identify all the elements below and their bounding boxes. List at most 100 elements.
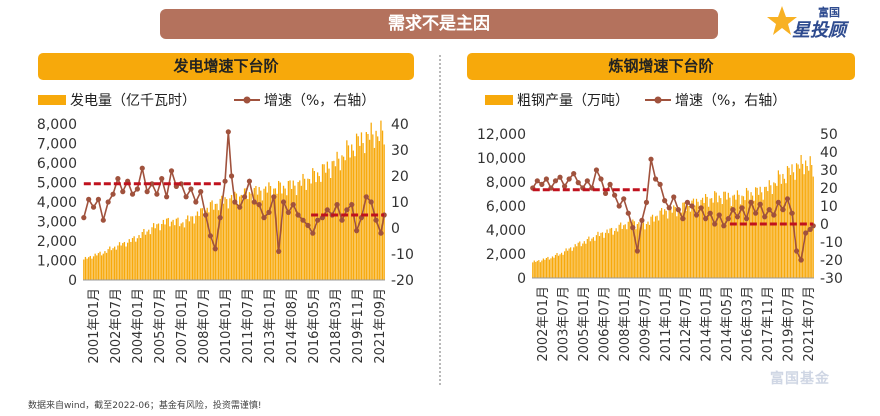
chart1-bar [83, 259, 85, 280]
chart1-bar [183, 227, 186, 280]
chart1-growth-point [373, 217, 379, 223]
chart1-bar [198, 215, 200, 280]
chart2-bar [614, 230, 616, 278]
chart1-legend-bar-swatch [38, 95, 66, 105]
chart1-ytick-right: 10 [391, 195, 409, 211]
chart1-bar [368, 139, 371, 280]
chart1-bar [161, 223, 163, 280]
chart2-xtick: 2016年03月 [741, 286, 756, 362]
chart2-growth-point [807, 226, 813, 232]
chart1-bar [88, 257, 90, 280]
chart2-growth-point [793, 248, 800, 254]
chart1-bar [344, 160, 346, 280]
chart2-growth-markers [530, 156, 816, 263]
chart-steel: 粗钢产量（万吨） 增速（%，右轴） 0 2,000 4,000 6,000 8,000 10,… [477, 93, 843, 362]
chart1-bar [109, 246, 111, 280]
chart2-growth-point [666, 205, 672, 211]
chart1-bar [364, 153, 366, 280]
chart2-bar [607, 233, 610, 278]
chart1-bar [292, 180, 294, 280]
chart1-growth-point [339, 217, 345, 223]
chart2-growth-point [557, 174, 563, 180]
chart2-growth-point [561, 183, 568, 189]
chart1-bar [268, 182, 270, 280]
chart2-bar [742, 196, 745, 278]
chart1-bar [347, 145, 350, 280]
chart1-bar [239, 196, 241, 280]
chart1-bar [191, 216, 194, 280]
chart1-bar [162, 219, 165, 280]
chart1-ytick-left: 8,000 [37, 117, 77, 133]
chart1-growth-point [105, 199, 111, 205]
chart2-bar [657, 220, 660, 278]
chart1-bar [107, 249, 109, 280]
chart1-bar [260, 190, 262, 280]
chart1-bar [235, 193, 238, 280]
chart1-bar [146, 231, 148, 280]
chart2-bar [685, 211, 687, 278]
brand-logo: 富国 星投顾 [767, 5, 850, 41]
chart2-growth-point [775, 199, 781, 205]
chart2-bar [741, 195, 743, 278]
chart2-bar [788, 167, 790, 278]
chart2-bar [595, 235, 598, 278]
chart1-growth-point [290, 202, 296, 208]
chart1-bar [217, 210, 220, 280]
chart1-bar [303, 178, 306, 280]
chart2-bar [683, 202, 685, 278]
chart1-growth-point [256, 202, 262, 208]
chart2-bar [800, 154, 802, 278]
chart1-growth-point [295, 212, 301, 218]
chart2-growth-point [625, 210, 631, 216]
chart1-bar [144, 234, 147, 280]
chart2-bar [648, 224, 651, 278]
chart2-bar [541, 260, 543, 278]
chart1-bar [266, 192, 268, 280]
chart1-bar [193, 223, 195, 280]
chart2-bar [560, 252, 563, 278]
chart1-bar [316, 172, 319, 280]
chart2-bar [785, 183, 787, 278]
chart1-ytick-left: 1,000 [37, 254, 77, 270]
chart2-bar [805, 160, 807, 278]
chart1-bar [187, 215, 189, 280]
chart1-bar [188, 221, 190, 280]
chart2-bar [557, 255, 560, 278]
chart2-bar [532, 262, 534, 278]
chart2-bar [779, 174, 781, 278]
chart1-bar [130, 241, 132, 280]
chart2-bar [780, 183, 783, 278]
chart1-growth-point [90, 204, 97, 210]
chart2-growth-point [571, 171, 577, 177]
chart1-bar [269, 186, 272, 280]
chart1-bar [265, 186, 267, 280]
chart1-ytick-right: -20 [391, 273, 414, 289]
chart2-bar [647, 221, 649, 278]
chart1-bar [112, 248, 114, 280]
chart2-growth-point [766, 207, 772, 213]
chart2-bar [644, 229, 646, 278]
chart2-bar [720, 198, 722, 278]
chart2-bars [532, 154, 814, 278]
chart2-ytick-left: 0 [517, 271, 526, 287]
chart1-xtick: 2013年01月 [263, 288, 278, 364]
chart2-bar [682, 202, 684, 278]
chart1-bar [102, 253, 104, 280]
chart2-bar [661, 208, 663, 278]
chart2-growth-point [739, 205, 745, 211]
chart2-bar [764, 186, 766, 278]
chart2-growth-point [607, 181, 613, 187]
chart2-bar [745, 187, 748, 278]
chart1-growth-point [300, 217, 306, 223]
chart1-bar [201, 208, 203, 280]
chart2-bar [732, 195, 734, 278]
chart1-bar [110, 250, 113, 280]
chart2-bar [538, 260, 540, 278]
chart2-legend: 粗钢产量（万吨） 增速（%，右轴） [485, 93, 786, 109]
chart2-bar [704, 194, 707, 278]
chart2-ytick-right: 20 [820, 181, 838, 197]
chart2-xtick: 2003年07月 [556, 286, 571, 362]
chart2-growth-point [693, 212, 700, 218]
chart2-bar [542, 258, 544, 278]
chart1-bar [92, 256, 95, 280]
